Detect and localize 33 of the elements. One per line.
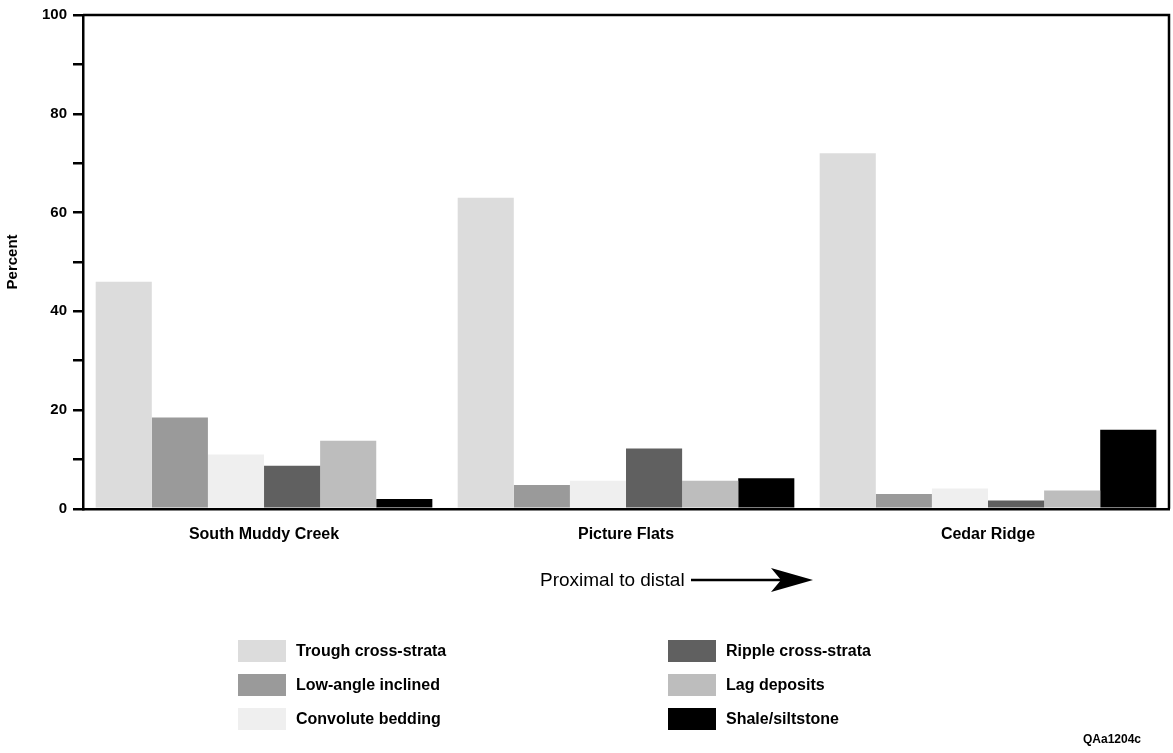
- y-tick-label: 0: [58, 498, 68, 516]
- text: QAa1204c: [1083, 732, 1142, 746]
- bar: [1044, 490, 1101, 508]
- legend-label: Ripple cross-strata: [726, 642, 871, 660]
- bar: [320, 440, 377, 508]
- x-tick-label: South Muddy Creek: [188, 524, 340, 542]
- bar: [264, 465, 321, 508]
- y-tick-label: 80: [50, 103, 68, 121]
- y-tick-label: 20: [50, 400, 68, 418]
- bar: [988, 500, 1045, 508]
- legend-label: Lag deposits: [726, 676, 825, 694]
- y-tick-label: 60: [50, 202, 68, 220]
- x-tick-label: Cedar Ridge: [940, 524, 1036, 542]
- bar: [457, 197, 514, 508]
- bar: [626, 448, 683, 508]
- y-tick-label: 100: [42, 5, 68, 23]
- bar: [931, 488, 988, 508]
- bar: [819, 153, 876, 508]
- bar: [682, 480, 739, 508]
- bar: [875, 493, 932, 508]
- legend-label: Trough cross-strata: [296, 642, 447, 660]
- y-tick-label: 40: [50, 301, 68, 319]
- legend-label: Shale/siltstone: [726, 710, 839, 728]
- bar: [569, 480, 627, 508]
- bar: [513, 485, 570, 508]
- legend-label: Low-angle inclined: [296, 676, 441, 694]
- y-axis-title: Percent: [3, 234, 21, 290]
- legend-label: Convolute bedding: [296, 710, 441, 728]
- bar: [95, 281, 152, 508]
- bar: [151, 417, 208, 508]
- bar: [207, 454, 265, 508]
- text: Proximal to distal: [540, 569, 685, 591]
- x-tick-label: Picture Flats: [578, 524, 675, 542]
